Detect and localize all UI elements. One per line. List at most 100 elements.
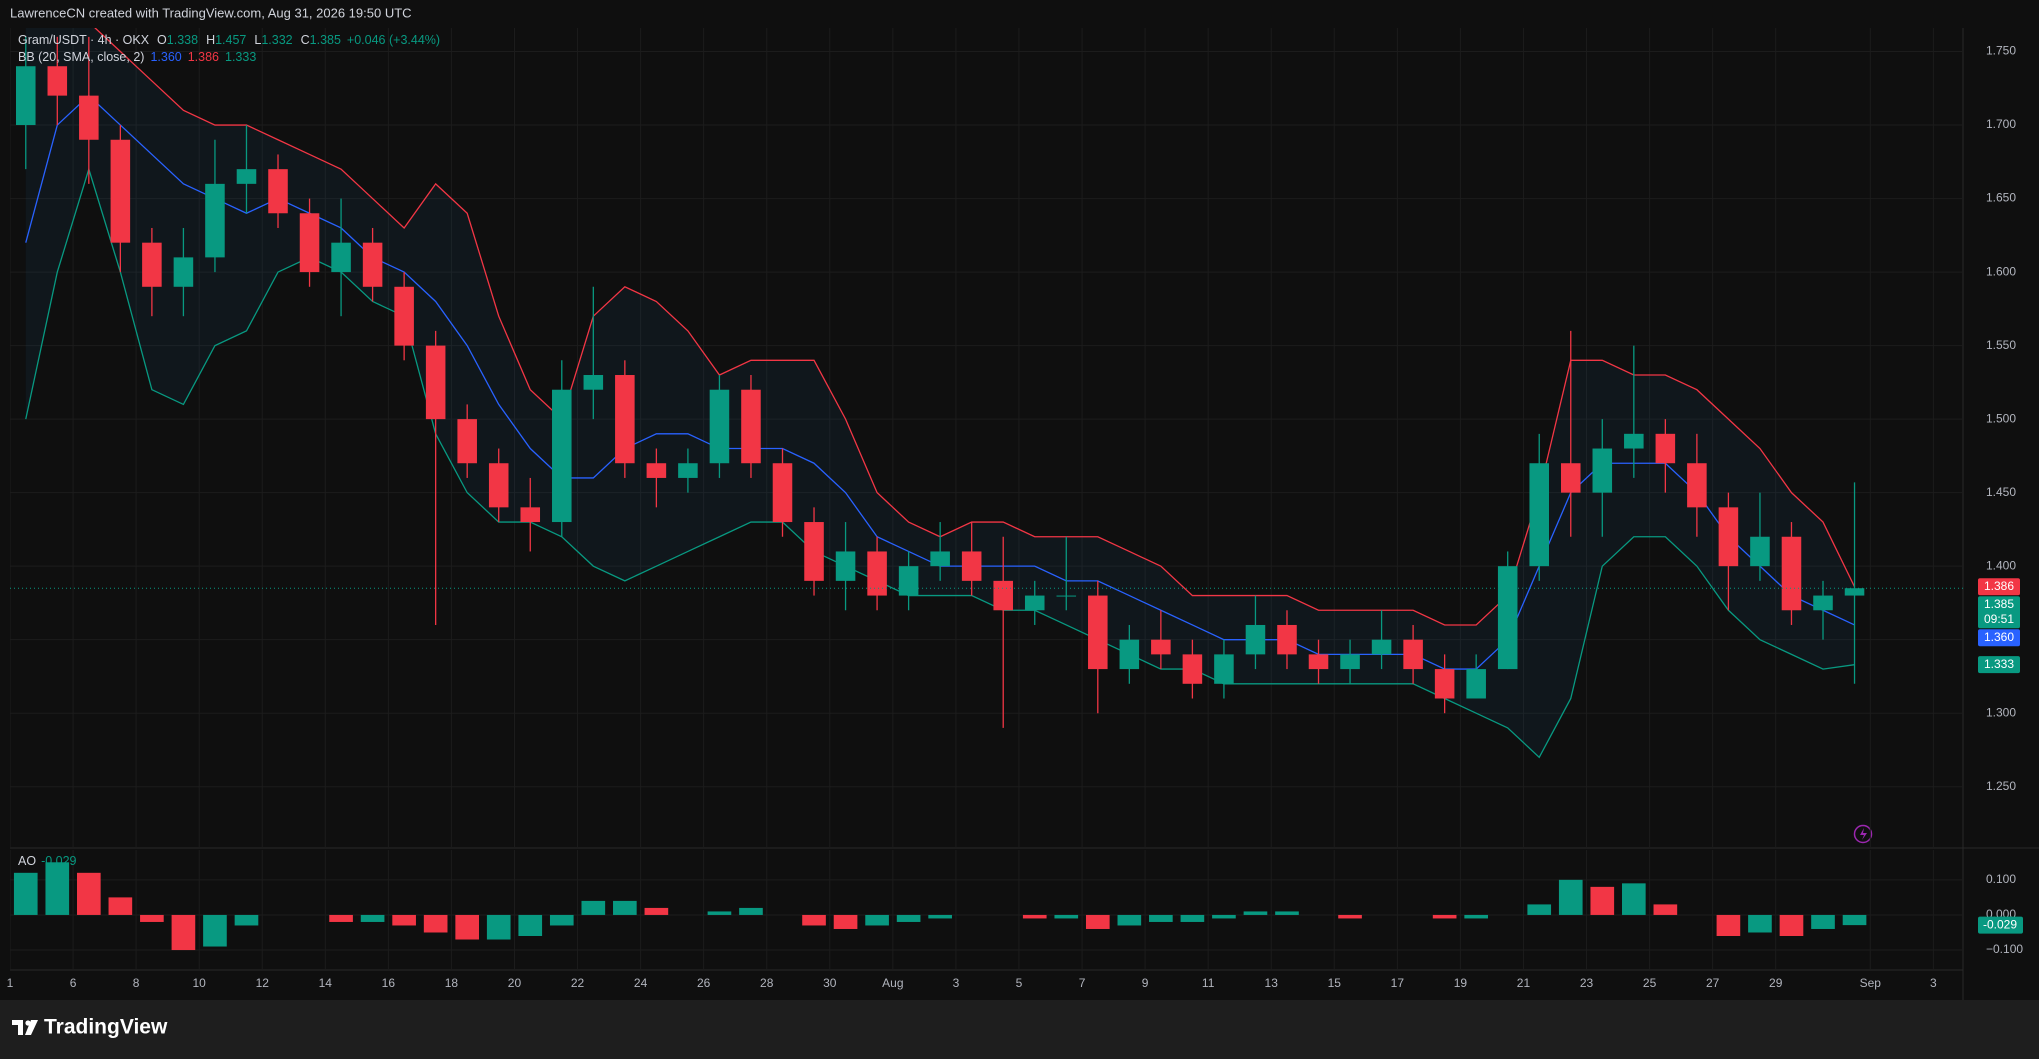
candle-body bbox=[583, 375, 604, 390]
ao-bar bbox=[896, 914, 921, 922]
alert-icon-bolt bbox=[1860, 828, 1867, 840]
candle-body bbox=[1844, 588, 1865, 596]
ao-bar bbox=[1779, 914, 1804, 937]
candle-body bbox=[1214, 654, 1234, 684]
candle-body bbox=[1497, 566, 1518, 670]
y-tick-label: 1.700 bbox=[1986, 117, 2016, 131]
footer-bar bbox=[0, 1000, 2039, 1059]
x-tick-label: 17 bbox=[1391, 976, 1405, 990]
ao-bar bbox=[1243, 911, 1268, 915]
ohlc-letter: C bbox=[301, 33, 310, 47]
x-tick-label: 14 bbox=[319, 976, 333, 990]
candle-body bbox=[205, 183, 225, 258]
candle-body bbox=[173, 257, 194, 287]
ao-bar bbox=[1464, 914, 1488, 919]
ao-bar bbox=[1527, 904, 1552, 915]
candle-body bbox=[898, 566, 919, 596]
candle-body bbox=[1687, 463, 1707, 508]
x-tick-label: 27 bbox=[1706, 976, 1720, 990]
ao-bar bbox=[1590, 886, 1615, 915]
candle-body bbox=[110, 139, 131, 243]
ao-bar bbox=[13, 872, 38, 915]
price-label-box bbox=[1978, 578, 2020, 596]
alert-icon[interactable] bbox=[1853, 824, 1873, 844]
candle-body bbox=[1434, 669, 1455, 699]
y-tick-label: 1.300 bbox=[1986, 705, 2016, 719]
candle-body bbox=[1466, 669, 1486, 699]
candle-body bbox=[993, 580, 1013, 611]
y-tick-label: 0.100 bbox=[1986, 872, 2016, 886]
ao-bar bbox=[739, 907, 763, 915]
ao-bar bbox=[1085, 914, 1110, 929]
ao-legend: AO -0.029 bbox=[18, 854, 77, 868]
candle-body bbox=[1308, 654, 1329, 670]
ohlc-value: 1.457 bbox=[215, 33, 246, 47]
candle-body bbox=[867, 551, 887, 596]
candle-body bbox=[362, 242, 383, 287]
ao-bar bbox=[1338, 914, 1362, 919]
candle-body bbox=[835, 551, 856, 581]
ao-bar bbox=[1621, 883, 1646, 915]
ao-bar bbox=[1275, 911, 1299, 915]
ao-bar bbox=[392, 914, 416, 926]
ao-bar bbox=[865, 914, 889, 926]
ao-bar bbox=[171, 914, 196, 951]
ohlc-letter: O bbox=[157, 33, 167, 47]
legend-indicator-line: BB (20, SMA, close, 2) 1.360 1.386 1.333 bbox=[18, 50, 256, 64]
band-line bbox=[25, 166, 1855, 759]
candle-body bbox=[236, 169, 257, 184]
candle-body bbox=[1024, 595, 1045, 611]
ao-bar bbox=[329, 914, 353, 922]
candle-body bbox=[1655, 433, 1676, 464]
y-tick-label: 1.750 bbox=[1986, 44, 2016, 58]
x-tick-label: Aug bbox=[882, 976, 903, 990]
indicator: BB (20, SMA, close, 2) bbox=[18, 50, 144, 64]
x-tick-label: 19 bbox=[1454, 976, 1468, 990]
ao-bar bbox=[1558, 879, 1583, 915]
ao-bar bbox=[833, 914, 858, 929]
ao-last-box bbox=[1978, 916, 2023, 934]
ao-bar bbox=[1180, 914, 1205, 922]
ao-bar bbox=[45, 862, 70, 915]
indicator-value: 1.386 bbox=[188, 50, 219, 64]
x-tick-label: 3 bbox=[953, 976, 960, 990]
ao-title: AO bbox=[18, 854, 36, 868]
price-label: 1.385 bbox=[1984, 597, 2014, 611]
ao-bar bbox=[234, 914, 259, 926]
candle-body bbox=[1182, 654, 1203, 684]
candle-body bbox=[1592, 448, 1613, 493]
x-tick-label: 12 bbox=[256, 976, 270, 990]
x-tick-label: 16 bbox=[382, 976, 396, 990]
candle-body bbox=[1781, 536, 1802, 611]
indicator-value: 1.360 bbox=[150, 50, 181, 64]
x-tick-label: 1 bbox=[7, 976, 14, 990]
candle-body bbox=[47, 66, 68, 96]
ao-bar bbox=[455, 914, 480, 940]
x-tick-label: 3 bbox=[1930, 976, 1937, 990]
price-label: 1.360 bbox=[1984, 630, 2014, 644]
x-tick-label: 20 bbox=[508, 976, 522, 990]
ao-bar bbox=[1842, 914, 1867, 926]
candle-body bbox=[1560, 463, 1581, 493]
ao-bar bbox=[928, 914, 952, 919]
x-tick-label: 10 bbox=[193, 976, 207, 990]
ohlc-value: 1.385 bbox=[310, 33, 341, 47]
ao-bar bbox=[486, 914, 511, 940]
candle-body bbox=[1624, 433, 1644, 449]
price-label: 1.386 bbox=[1984, 579, 2014, 593]
x-tick-label: 7 bbox=[1079, 976, 1086, 990]
y-tick-label: 1.250 bbox=[1986, 779, 2016, 793]
candle-body bbox=[1813, 595, 1833, 611]
ao-bar bbox=[1054, 914, 1079, 919]
ao-last-label: -0.029 bbox=[1983, 917, 2017, 931]
candle-body bbox=[331, 242, 351, 273]
candle-body bbox=[1371, 639, 1392, 655]
countdown: 09:51 bbox=[1984, 612, 2014, 626]
candle-body bbox=[268, 169, 288, 214]
ao-bar bbox=[1748, 914, 1772, 933]
y-tick-label: −0.100 bbox=[1986, 942, 2023, 956]
symbol: Gram/USDT · 4h · OKX bbox=[18, 33, 150, 47]
ohlc-letter: H bbox=[206, 33, 215, 47]
candle-body bbox=[142, 242, 162, 287]
